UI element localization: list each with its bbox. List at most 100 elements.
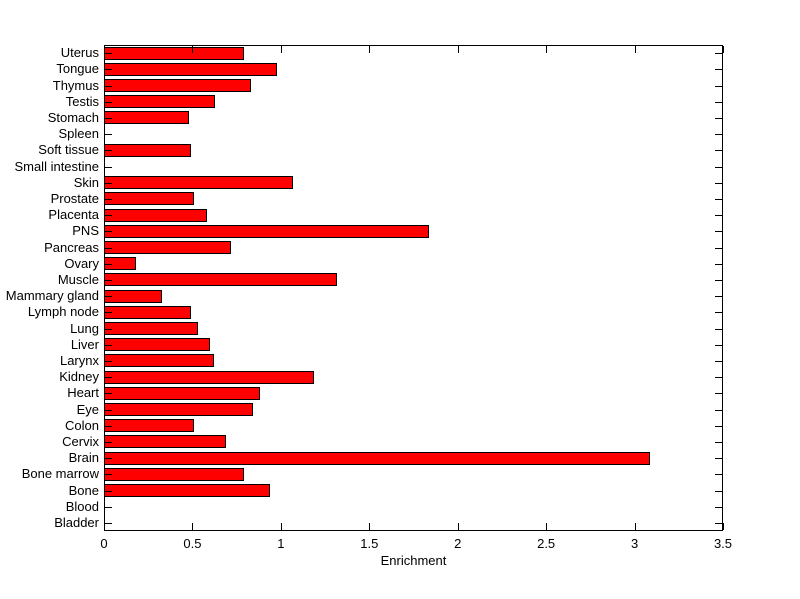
category-label: Bladder (54, 514, 99, 530)
category-label: PNS (72, 223, 99, 239)
x-tick-label: 2 (454, 536, 462, 551)
bar-soft-tissue (104, 143, 191, 157)
y-tick-right (715, 296, 722, 297)
y-tick-right (715, 69, 722, 70)
y-tick-left (105, 393, 112, 394)
category-label: Skin (73, 174, 99, 190)
x-tick (457, 523, 459, 530)
x-tick-top (280, 46, 282, 53)
y-tick-right (715, 442, 722, 443)
category-label: Mammary gland (5, 288, 99, 304)
x-tick-top (369, 46, 371, 53)
y-tick-left (105, 361, 112, 362)
y-tick-right (715, 134, 722, 135)
x-tick (104, 523, 105, 530)
y-tick-right (715, 86, 722, 87)
y-tick-right (715, 231, 722, 232)
y-tick-right (715, 215, 722, 216)
x-tick-label: 2.5 (537, 536, 556, 551)
x-tick-label: 1 (277, 536, 285, 551)
x-tick (723, 523, 724, 530)
y-tick-right (715, 491, 722, 492)
bar-bone (104, 484, 270, 497)
bar-tongue (104, 62, 277, 76)
bar-bone-marrow (104, 467, 244, 481)
y-tick-right (715, 183, 722, 184)
y-tick-left (105, 345, 112, 346)
bar-liver (104, 338, 210, 352)
x-tick-label: 3 (630, 536, 639, 551)
bar-uterus (104, 46, 244, 60)
x-tick-top (634, 46, 636, 53)
y-tick-left (105, 491, 112, 492)
category-label: Pancreas (44, 239, 99, 255)
x-tick-label: 1.5 (360, 536, 379, 551)
y-tick-left (105, 377, 112, 378)
y-tick-left (105, 199, 112, 200)
y-tick-left (105, 312, 112, 313)
plot-area (104, 45, 723, 531)
y-tick-right (715, 102, 722, 103)
category-label: Testis (65, 93, 99, 109)
y-tick-left (105, 410, 112, 411)
y-tick-left (105, 134, 112, 135)
category-label: Blood (65, 498, 99, 514)
y-tick-right (715, 118, 722, 119)
category-label: Lymph node (27, 304, 99, 320)
bar-kidney (104, 370, 314, 384)
x-tick (369, 523, 371, 530)
y-tick-left (105, 280, 112, 281)
y-tick-right (715, 53, 722, 54)
x-tick-top (546, 46, 548, 53)
y-tick-left (105, 329, 112, 330)
bar-cervix (104, 435, 226, 449)
category-label: Larynx (59, 352, 99, 368)
x-tick (280, 523, 282, 530)
category-label: Eye (76, 401, 99, 417)
category-label: Bone marrow (21, 466, 99, 482)
y-tick-left (105, 167, 112, 168)
y-tick-left (105, 231, 112, 232)
y-tick-left (105, 296, 112, 297)
bar-colon (104, 419, 194, 433)
y-tick-left (105, 426, 112, 427)
y-tick-left (105, 474, 112, 475)
category-label: Heart (67, 385, 99, 401)
category-label: Liver (70, 336, 99, 352)
bar-muscle (104, 273, 337, 287)
bar-testis (104, 95, 215, 109)
y-tick-right (715, 523, 722, 524)
y-tick-right (715, 377, 722, 378)
category-label: Brain (68, 450, 99, 466)
y-tick-right (715, 199, 722, 200)
y-tick-right (715, 329, 722, 330)
y-tick-left (105, 183, 112, 184)
category-label: Thymus (52, 77, 99, 93)
category-label: Cervix (62, 433, 99, 449)
bar-stomach (104, 111, 189, 125)
x-axis-label: Enrichment (380, 553, 447, 568)
category-label: Stomach (47, 109, 99, 125)
category-label: Uterus (60, 45, 99, 61)
y-tick-right (715, 393, 722, 394)
bar-pns (104, 224, 429, 238)
bar-thymus (104, 79, 251, 92)
y-tick-left (105, 442, 112, 443)
bar-eye (104, 403, 253, 416)
category-label: Prostate (50, 190, 99, 206)
y-tick-right (715, 248, 722, 249)
y-tick-right (715, 345, 722, 346)
bar-lung (104, 322, 198, 335)
category-label: Muscle (57, 271, 99, 287)
y-tick-left (105, 118, 112, 119)
y-tick-right (715, 150, 722, 151)
y-tick-right (715, 458, 722, 459)
category-label: Spleen (58, 126, 99, 142)
y-tick-right (715, 426, 722, 427)
x-tick-label: 3.5 (713, 536, 733, 551)
y-tick-right (715, 167, 722, 168)
category-label: Soft tissue (38, 142, 99, 158)
category-label: Tongue (56, 61, 99, 77)
y-tick-right (715, 410, 722, 411)
